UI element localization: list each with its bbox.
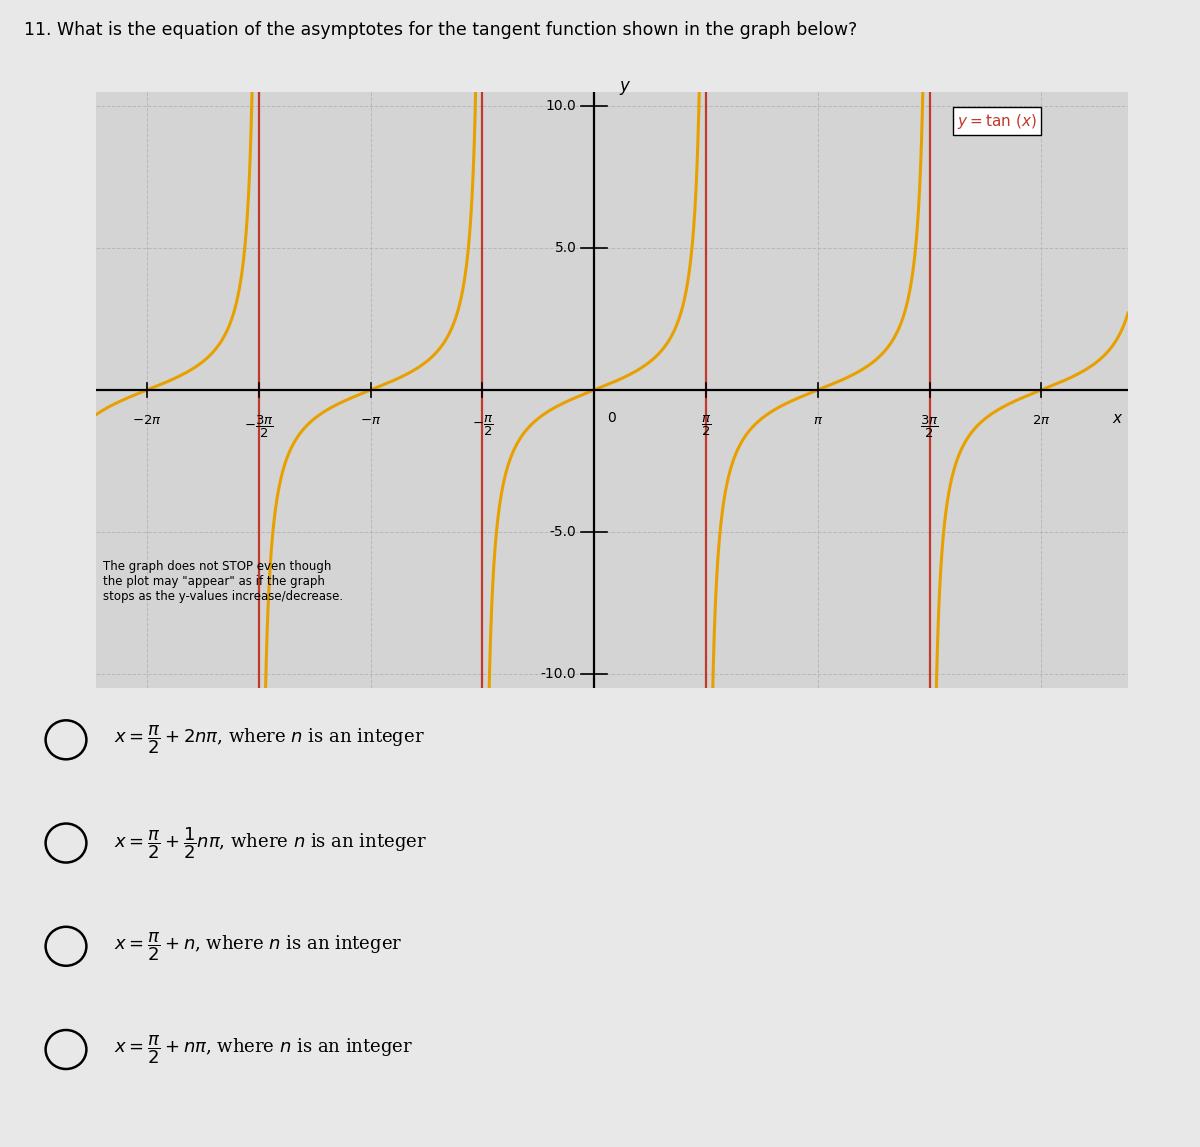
Text: $-\pi$: $-\pi$	[360, 414, 382, 427]
Text: $-2\pi$: $-2\pi$	[132, 414, 162, 427]
Text: 5.0: 5.0	[554, 241, 576, 255]
Text: $2\pi$: $2\pi$	[1032, 414, 1051, 427]
Text: $-\dfrac{3\pi}{2}$: $-\dfrac{3\pi}{2}$	[244, 414, 274, 440]
Text: $\dfrac{\pi}{2}$: $\dfrac{\pi}{2}$	[701, 414, 712, 438]
Text: $x = \dfrac{\pi}{2} + n\pi$, where $n$ is an integer: $x = \dfrac{\pi}{2} + n\pi$, where $n$ i…	[114, 1033, 413, 1066]
Text: 11. What is the equation of the asymptotes for the tangent function shown in the: 11. What is the equation of the asymptot…	[24, 21, 857, 39]
Text: $x = \dfrac{\pi}{2} + \dfrac{1}{2}n\pi$, where $n$ is an integer: $x = \dfrac{\pi}{2} + \dfrac{1}{2}n\pi$,…	[114, 825, 427, 861]
Text: The graph does not STOP even though
the plot may "appear" as if the graph
stops : The graph does not STOP even though the …	[103, 561, 343, 603]
Text: $\dfrac{3\pi}{2}$: $\dfrac{3\pi}{2}$	[920, 414, 938, 440]
Text: -10.0: -10.0	[541, 668, 576, 681]
Text: $y = \tan\,(x)$: $y = \tan\,(x)$	[958, 111, 1037, 131]
Text: $y$: $y$	[619, 79, 631, 97]
Text: $\pi$: $\pi$	[812, 414, 823, 427]
Text: 10.0: 10.0	[546, 99, 576, 112]
Text: $x = \dfrac{\pi}{2} + n$, where $n$ is an integer: $x = \dfrac{\pi}{2} + n$, where $n$ is a…	[114, 930, 402, 962]
Text: $x$: $x$	[1111, 412, 1123, 427]
Text: 0: 0	[607, 412, 616, 426]
Text: $-\dfrac{\pi}{2}$: $-\dfrac{\pi}{2}$	[472, 414, 493, 438]
Text: $x = \dfrac{\pi}{2} + 2n\pi$, where $n$ is an integer: $x = \dfrac{\pi}{2} + 2n\pi$, where $n$ …	[114, 724, 425, 756]
Text: -5.0: -5.0	[550, 525, 576, 539]
